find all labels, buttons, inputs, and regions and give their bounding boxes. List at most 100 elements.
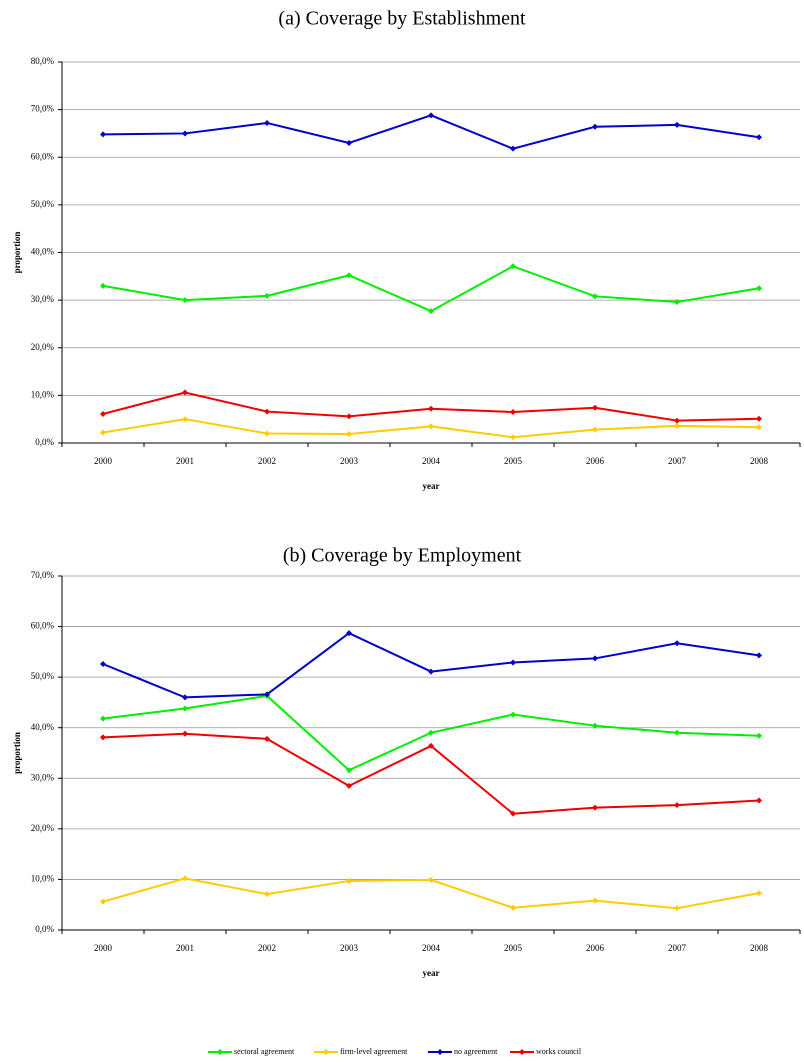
y-tick-label: 30,0% bbox=[31, 294, 55, 304]
legend-marker bbox=[437, 1049, 443, 1055]
y-tick-label: 20,0% bbox=[31, 823, 55, 833]
point-marker bbox=[674, 640, 680, 647]
x-tick-label: 2004 bbox=[422, 943, 441, 953]
x-axis-title: year bbox=[423, 481, 440, 491]
point-marker bbox=[510, 904, 516, 911]
x-tick-label: 2005 bbox=[504, 943, 523, 953]
y-tick-label: 20,0% bbox=[31, 342, 55, 352]
point-marker bbox=[510, 409, 516, 416]
x-axis-title: year bbox=[423, 968, 440, 978]
point-marker bbox=[428, 729, 434, 736]
point-marker bbox=[100, 282, 106, 289]
point-marker bbox=[592, 404, 598, 411]
y-axis-title: proportion bbox=[12, 232, 22, 274]
y-axis-title: proportion bbox=[12, 732, 22, 774]
point-marker bbox=[756, 797, 762, 804]
y-tick-label: 60,0% bbox=[31, 621, 55, 631]
point-marker bbox=[264, 691, 270, 698]
point-marker bbox=[100, 715, 106, 722]
point-marker bbox=[674, 417, 680, 424]
point-marker bbox=[182, 694, 188, 701]
point-marker bbox=[346, 413, 352, 420]
point-marker bbox=[592, 123, 598, 130]
y-tick-label: 70,0% bbox=[31, 570, 55, 580]
point-marker bbox=[592, 293, 598, 300]
x-tick-label: 2008 bbox=[750, 943, 769, 953]
point-marker bbox=[510, 434, 516, 441]
x-tick-label: 2003 bbox=[340, 943, 359, 953]
point-marker bbox=[100, 131, 106, 138]
chart-title: (b) Coverage by Employment bbox=[283, 545, 522, 567]
point-marker bbox=[674, 729, 680, 736]
legend-marker bbox=[323, 1049, 329, 1055]
series-line bbox=[102, 114, 760, 150]
legend-label: sectoral agreement bbox=[234, 1047, 295, 1056]
point-marker bbox=[428, 405, 434, 412]
point-marker bbox=[428, 876, 434, 883]
point-marker bbox=[510, 711, 516, 718]
point-marker bbox=[100, 410, 106, 417]
point-marker bbox=[756, 285, 762, 292]
chart-title: (a) Coverage by Establishment bbox=[278, 8, 526, 30]
point-marker bbox=[182, 389, 188, 396]
point-marker bbox=[264, 408, 270, 415]
point-marker bbox=[346, 767, 352, 774]
point-marker bbox=[346, 782, 352, 789]
point-marker bbox=[756, 652, 762, 659]
point-marker bbox=[346, 630, 352, 637]
y-tick-label: 30,0% bbox=[31, 772, 55, 782]
point-marker bbox=[182, 416, 188, 423]
point-marker bbox=[264, 119, 270, 126]
point-marker bbox=[428, 308, 434, 315]
legend-marker bbox=[217, 1049, 223, 1055]
point-marker bbox=[592, 426, 598, 433]
series-line bbox=[102, 631, 760, 699]
point-marker bbox=[100, 429, 106, 436]
y-tick-label: 70,0% bbox=[31, 104, 55, 114]
y-tick-label: 40,0% bbox=[31, 722, 55, 732]
legend-label: works council bbox=[536, 1047, 582, 1056]
x-tick-label: 2001 bbox=[176, 456, 194, 466]
point-marker bbox=[592, 722, 598, 729]
y-tick-label: 10,0% bbox=[31, 873, 55, 883]
point-marker bbox=[674, 802, 680, 809]
point-marker bbox=[100, 660, 106, 667]
x-tick-label: 2000 bbox=[94, 943, 113, 953]
y-tick-label: 10,0% bbox=[31, 389, 55, 399]
y-tick-label: 40,0% bbox=[31, 247, 55, 257]
point-marker bbox=[756, 732, 762, 739]
point-marker bbox=[756, 134, 762, 141]
point-marker bbox=[674, 905, 680, 912]
legend-marker bbox=[519, 1049, 525, 1055]
point-marker bbox=[182, 730, 188, 737]
y-tick-label: 50,0% bbox=[31, 671, 55, 681]
x-tick-label: 2008 bbox=[750, 456, 769, 466]
point-marker bbox=[346, 430, 352, 437]
y-tick-label: 0,0% bbox=[35, 924, 54, 934]
point-marker bbox=[756, 415, 762, 422]
point-marker bbox=[100, 898, 106, 905]
x-tick-label: 2005 bbox=[504, 456, 523, 466]
point-marker bbox=[100, 734, 106, 741]
point-marker bbox=[756, 424, 762, 431]
x-tick-label: 2003 bbox=[340, 456, 359, 466]
x-tick-label: 2002 bbox=[258, 943, 276, 953]
point-marker bbox=[592, 804, 598, 811]
point-marker bbox=[592, 897, 598, 904]
point-marker bbox=[510, 145, 516, 152]
x-tick-label: 2004 bbox=[422, 456, 441, 466]
point-marker bbox=[346, 139, 352, 146]
series-line bbox=[102, 265, 760, 313]
point-marker bbox=[756, 890, 762, 897]
point-marker bbox=[182, 875, 188, 882]
x-tick-label: 2006 bbox=[586, 943, 605, 953]
legend-label: firm-level agreement bbox=[340, 1047, 408, 1056]
point-marker bbox=[346, 272, 352, 279]
x-tick-label: 2002 bbox=[258, 456, 276, 466]
point-marker bbox=[182, 130, 188, 137]
point-marker bbox=[510, 659, 516, 666]
x-tick-label: 2007 bbox=[668, 943, 687, 953]
x-tick-label: 2006 bbox=[586, 456, 605, 466]
x-tick-label: 2001 bbox=[176, 943, 194, 953]
x-tick-label: 2007 bbox=[668, 456, 687, 466]
